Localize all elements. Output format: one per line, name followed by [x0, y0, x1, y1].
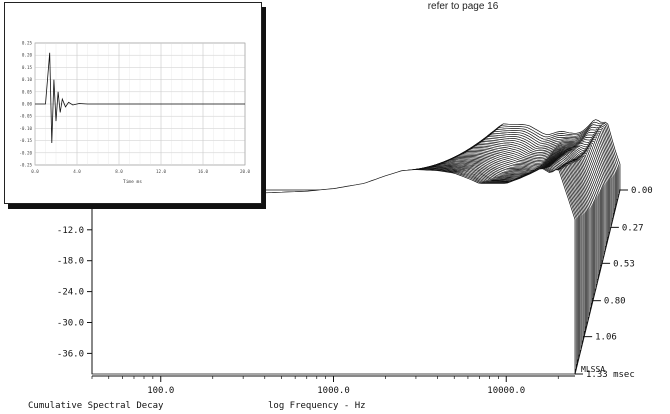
impulse-x-tick-label: 16.0: [198, 169, 209, 174]
y-tick-label: -24.0: [57, 288, 84, 298]
y-tick-label: -12.0: [57, 226, 84, 236]
impulse-x-label: Time ms: [123, 179, 142, 185]
time-tick-label: 0.80: [604, 297, 626, 307]
impulse-inset: 0.25 0.20 0.15 0.10 0.05 0.00 -0.05 -0.10 -0.15 -…: [4, 2, 262, 204]
impulse-y-tick-label: -0.10: [19, 126, 32, 131]
impulse-y-tick-label: 0.15: [22, 65, 33, 70]
impulse-x-tick-label: 8.0: [115, 169, 123, 174]
y-tick-label: -36.0: [57, 349, 84, 359]
vendor-label: MLSSA: [581, 365, 605, 374]
time-tick-label: 1.06: [595, 333, 617, 343]
time-tick-label: 0.53: [613, 259, 635, 269]
impulse-y-tick-label: -0.20: [19, 150, 32, 155]
y-tick-label: -30.0: [57, 319, 84, 329]
x-tick-label: 1000.0: [317, 386, 350, 396]
impulse-y-tick-label: 0.25: [22, 41, 33, 46]
impulse-x-tick-label: 12.0: [156, 169, 167, 174]
impulse-y-tick-label: -0.25: [19, 163, 32, 168]
impulse-x-tick-label: 0.0: [31, 169, 39, 174]
x-tick-label: 100.0: [147, 386, 174, 396]
x-axis-label: log Frequency - Hz: [268, 401, 366, 411]
impulse-chart: 0.25 0.20 0.15 0.10 0.05 0.00 -0.05 -0.10 -0.15 -…: [5, 3, 261, 203]
impulse-y-tick-label: 0.20: [22, 53, 33, 58]
y-tick-label: -18.0: [57, 257, 84, 267]
time-tick-label: 0.00: [631, 186, 653, 196]
impulse-y-tick-label: 0.00: [22, 102, 33, 107]
impulse-y-tick-label: -0.15: [19, 138, 32, 143]
impulse-y-tick-label: 0.10: [22, 77, 33, 82]
chart-title: Cumulative Spectral Decay: [28, 401, 164, 411]
impulse-y-tick-label: 0.05: [22, 89, 33, 94]
x-tick-label: 10000.0: [487, 386, 525, 396]
impulse-y-tick-label: -0.05: [19, 114, 32, 119]
time-tick-label: 0.27: [622, 223, 644, 233]
impulse-grid: 0.25 0.20 0.15 0.10 0.05 0.00 -0.05 -0.10 -0.15 -…: [19, 41, 250, 175]
impulse-x-tick-label: 4.0: [73, 169, 81, 174]
impulse-x-tick-label: 20.0: [240, 169, 251, 174]
